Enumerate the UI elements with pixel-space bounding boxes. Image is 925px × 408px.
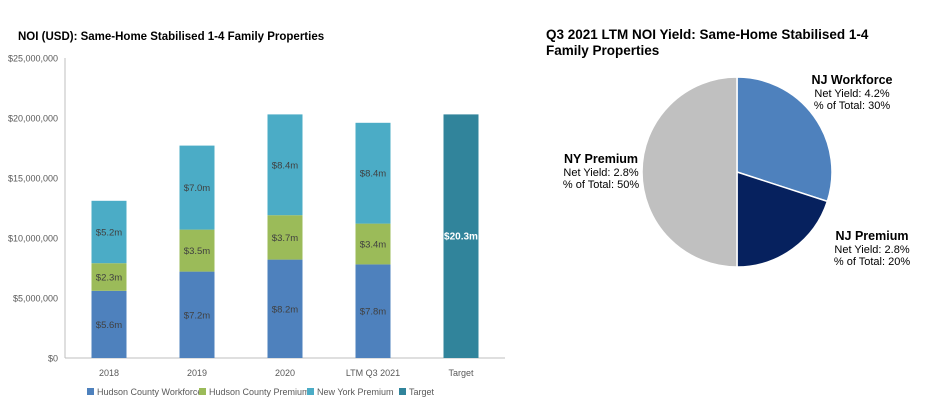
y-tick-label: $0 xyxy=(48,354,58,364)
x-tick-label: 2019 xyxy=(187,368,207,378)
bar-segment-hudson-county-workforce-2020 xyxy=(267,259,303,358)
bar-segment-new-york-premium-2018 xyxy=(91,200,127,264)
bar-segment-hudson-county-premium-2019 xyxy=(179,229,215,272)
bar-segment-hudson-county-workforce-2018 xyxy=(91,290,127,358)
y-tick-label: $10,000,000 xyxy=(8,234,58,244)
pie-share-ny-premium: % of Total: 50% xyxy=(563,179,639,191)
x-tick-label: 2018 xyxy=(99,368,119,378)
legend-swatch-hudson-county-workforce xyxy=(87,388,94,395)
pie-slice-nj-workforce xyxy=(736,76,833,203)
data-label-new-york-premium-2020: $8.4m xyxy=(272,160,298,171)
pie-share-nj-workforce: % of Total: 30% xyxy=(814,100,890,112)
y-tick-label: $15,000,000 xyxy=(8,174,58,184)
data-label-new-york-premium-ltm-q3-2021: $8.4m xyxy=(360,169,386,180)
x-tick-label: 2020 xyxy=(275,368,295,378)
bar-segment-hudson-county-premium-ltm-q3-2021 xyxy=(355,223,391,265)
data-label-hudson-county-workforce-2018: $5.6m xyxy=(96,320,122,331)
bar-segment-hudson-county-premium-2018 xyxy=(91,263,127,291)
pie-chart-panel: Q3 2021 LTM NOI Yield: Same-Home Stabili… xyxy=(510,0,925,408)
data-label-target-target: $20.3m xyxy=(444,232,478,243)
legend-label-hudson-county-workforce: Hudson County Workforce xyxy=(97,387,202,397)
bar-chart-panel: NOI (USD): Same-Home Stabilised 1-4 Fami… xyxy=(8,31,505,397)
pie-slice-nj-premium xyxy=(736,170,829,268)
bar-chart: $0 $5,000,000 $10,000,000 $15,000,000 $20,00… xyxy=(8,54,505,397)
data-label-hudson-county-premium-ltm-q3-2021: $3.4m xyxy=(360,240,386,251)
data-label-hudson-county-premium-2019: $3.5m xyxy=(184,246,210,257)
bar-segment-hudson-county-workforce-ltm-q3-2021 xyxy=(355,264,391,358)
pie-share-nj-premium: % of Total: 20% xyxy=(834,256,910,268)
x-tick-label: Target xyxy=(448,368,474,378)
bar-segment-hudson-county-workforce-2019 xyxy=(179,271,215,358)
bar-segment-new-york-premium-2020 xyxy=(267,114,303,216)
y-tick-label: $5,000,000 xyxy=(13,294,58,304)
data-label-hudson-county-workforce-2019: $7.2m xyxy=(184,310,210,321)
data-label-hudson-county-workforce-2020: $8.2m xyxy=(272,304,298,315)
bar-segment-new-york-premium-2019 xyxy=(179,145,215,230)
legend-swatch-target xyxy=(399,388,406,395)
pie-yield-nj-workforce: Net Yield: 4.2% xyxy=(814,88,889,100)
y-tick-label: $20,000,000 xyxy=(8,114,58,124)
data-label-hudson-county-premium-2020: $3.7m xyxy=(272,233,298,244)
legend-swatch-new-york-premium xyxy=(307,388,314,395)
legend-label-target: Target xyxy=(409,387,435,397)
legend-swatch-hudson-county-premium xyxy=(199,388,206,395)
bar-chart-title: NOI (USD): Same-Home Stabilised 1-4 Fami… xyxy=(18,31,325,43)
bar-segment-hudson-county-premium-2020 xyxy=(267,215,303,260)
bar-segment-target-target xyxy=(443,114,479,359)
legend-label-new-york-premium: New York Premium xyxy=(317,387,394,397)
data-label-hudson-county-workforce-ltm-q3-2021: $7.8m xyxy=(360,307,386,318)
pie-slice-ny-premium xyxy=(641,76,738,268)
pie-chart-title: Q3 2021 LTM NOI Yield: Same-Home Stabili… xyxy=(546,27,869,58)
pie-label-nj-premium: NJ Premium xyxy=(836,229,909,243)
data-label-new-york-premium-2019: $7.0m xyxy=(184,183,210,194)
pie-yield-ny-premium: Net Yield: 2.8% xyxy=(563,167,638,179)
x-tick-label: LTM Q3 2021 xyxy=(346,368,400,378)
pie-label-nj-workforce: NJ Workforce xyxy=(811,73,892,87)
bar-segment-new-york-premium-ltm-q3-2021 xyxy=(355,122,391,224)
pie-yield-nj-premium: Net Yield: 2.8% xyxy=(834,244,909,256)
legend-label-hudson-county-premium: Hudson County Premium xyxy=(209,387,310,397)
pie-label-ny-premium: NY Premium xyxy=(564,152,638,166)
y-tick-label: $25,000,000 xyxy=(8,54,58,64)
data-label-new-york-premium-2018: $5.2m xyxy=(96,228,122,239)
data-label-hudson-county-premium-2018: $2.3m xyxy=(96,273,122,284)
